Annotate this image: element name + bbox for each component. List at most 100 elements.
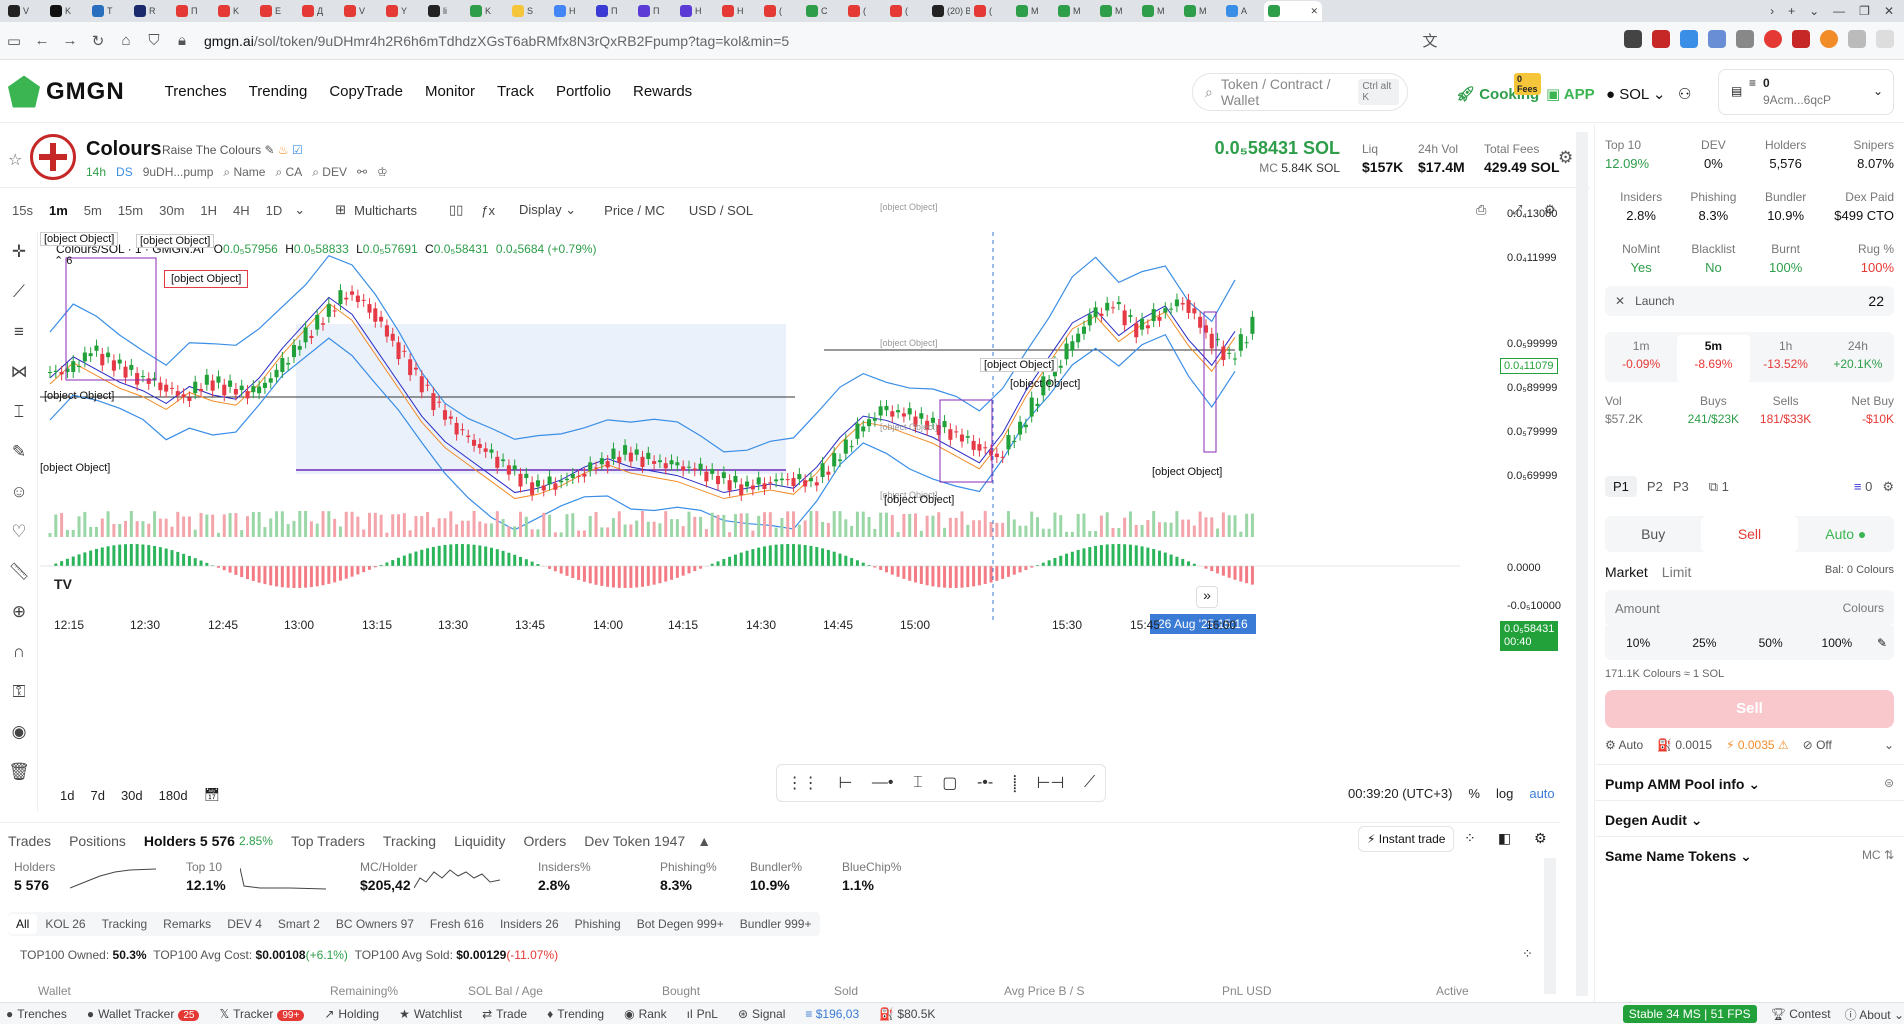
percent-toggle[interactable]: % bbox=[1468, 786, 1480, 801]
sell-button[interactable]: Sell bbox=[1605, 690, 1894, 728]
log-toggle[interactable]: log bbox=[1496, 786, 1513, 801]
holder-filter[interactable]: BC Owners 97 bbox=[328, 917, 422, 931]
extension-icon[interactable] bbox=[1792, 30, 1810, 48]
browser-tab[interactable]: K bbox=[46, 1, 88, 21]
chart-canvas[interactable] bbox=[40, 232, 1570, 792]
browser-tab[interactable]: П bbox=[634, 1, 676, 21]
reload-icon[interactable]: ↻ bbox=[84, 32, 112, 50]
status-signal[interactable]: ⊛Signal bbox=[738, 1007, 785, 1021]
extension-icon[interactable] bbox=[1680, 30, 1698, 48]
market-tab[interactable]: Market bbox=[1605, 564, 1648, 580]
multicharts-button[interactable]: Multicharts bbox=[354, 203, 417, 218]
wallet-widget[interactable]: ▤ ≡ 0 9Acm...6qcP ⌄ bbox=[1718, 69, 1894, 115]
table-column-header[interactable]: SOL Bal / Age bbox=[468, 984, 543, 998]
status-trending[interactable]: ♦Trending bbox=[547, 1007, 604, 1021]
table-column-header[interactable]: Avg Price B / S bbox=[1004, 984, 1084, 998]
vertical-line-icon[interactable]: ⸽ bbox=[1013, 772, 1017, 794]
chain-selector[interactable]: ● SOL ⌄ ⚇ bbox=[1606, 85, 1691, 103]
browser-tab[interactable]: C bbox=[802, 1, 844, 21]
table-column-header[interactable]: Sold bbox=[834, 984, 858, 998]
trend-line-icon[interactable]: ⟋ bbox=[1084, 774, 1095, 792]
drag-handle-icon[interactable]: ⋮⋮ bbox=[787, 773, 819, 793]
holder-filter[interactable]: Smart 2 bbox=[270, 917, 328, 931]
token-address[interactable]: 9uDH...pump bbox=[143, 165, 214, 180]
browser-tab[interactable]: П bbox=[172, 1, 214, 21]
browser-tab[interactable]: M bbox=[1012, 1, 1054, 21]
lock-drawing-icon[interactable]: ⚿ bbox=[0, 672, 38, 712]
timeframe-more-icon[interactable]: ⌄ bbox=[294, 202, 305, 218]
link-ca[interactable]: ⌕ CA bbox=[275, 165, 302, 180]
holder-filter[interactable]: All bbox=[8, 914, 37, 934]
url-field[interactable]: gmgn.ai/sol/token/9uDHmr4h2R6h6mTdhdzXGs… bbox=[204, 33, 789, 49]
percent-button[interactable]: 10% bbox=[1605, 626, 1671, 660]
browser-tab[interactable]: M bbox=[1054, 1, 1096, 21]
nav-track[interactable]: Track bbox=[497, 83, 534, 100]
horizontal-line-icon[interactable]: -•- bbox=[977, 774, 993, 792]
menu-icon[interactable] bbox=[1876, 30, 1894, 48]
sol-price[interactable]: ≡ $196,03 bbox=[805, 1007, 859, 1021]
gmgn-logo[interactable]: GMGN bbox=[8, 76, 125, 108]
nav-copytrade[interactable]: CopyTrade bbox=[329, 83, 403, 100]
holder-filter[interactable]: Bundler 999+ bbox=[732, 917, 820, 931]
bottom-tab[interactable]: Dev Token 1947 bbox=[584, 833, 685, 849]
trash-icon[interactable]: 🗑︎ bbox=[0, 752, 38, 792]
browser-tab[interactable]: ( bbox=[844, 1, 886, 21]
table-column-header[interactable]: Bought bbox=[662, 984, 700, 998]
crosshair-icon[interactable]: ✛ bbox=[0, 232, 38, 272]
eye-icon[interactable]: ◉ bbox=[0, 712, 38, 752]
preset-p2[interactable]: P2 bbox=[1647, 479, 1663, 494]
auto-toggle[interactable]: auto bbox=[1529, 786, 1554, 801]
home-icon[interactable]: ⌂ bbox=[112, 32, 140, 49]
degen-audit-section[interactable]: Degen Audit ⌄ bbox=[1605, 812, 1894, 829]
goto-date-icon[interactable]: 📅︎ bbox=[204, 787, 221, 803]
nav-trenches[interactable]: Trenches bbox=[165, 83, 227, 100]
extension-icon[interactable] bbox=[1820, 30, 1838, 48]
bubble-map-icon[interactable]: ⁘ bbox=[1464, 830, 1476, 847]
back-icon[interactable]: ← bbox=[28, 32, 56, 49]
browser-tab[interactable]: ( bbox=[970, 1, 1012, 21]
table-column-header[interactable]: Wallet bbox=[38, 984, 71, 998]
settings-gear-icon[interactable]: ⚙ bbox=[1558, 148, 1573, 168]
price-chart[interactable]: Colours/SOL · 1 · GMGN.AI O0.0₅57956 H0.… bbox=[40, 232, 1570, 792]
scroll-to-latest-icon[interactable]: » bbox=[1196, 586, 1218, 608]
extension-icon[interactable] bbox=[1624, 30, 1642, 48]
timeframe-1d[interactable]: 1D bbox=[258, 203, 291, 218]
indicators-collapse[interactable]: ⌃ 6 bbox=[54, 254, 72, 267]
browser-tab[interactable]: R bbox=[130, 1, 172, 21]
browser-tab[interactable]: ( bbox=[760, 1, 802, 21]
layout-icon[interactable]: ◧ bbox=[1498, 830, 1511, 847]
collapse-icon[interactable]: ▲ bbox=[697, 833, 711, 849]
camera-icon[interactable]: ⎙ bbox=[1476, 202, 1486, 218]
browser-tab[interactable]: ( bbox=[886, 1, 928, 21]
edit-percent-icon[interactable]: ✎ bbox=[1870, 626, 1894, 660]
browser-tab[interactable]: S bbox=[508, 1, 550, 21]
crown-icon[interactable]: ♔ bbox=[377, 165, 388, 180]
link-name[interactable]: ⌕ Name bbox=[223, 165, 265, 180]
launch-platform[interactable]: ✕ Launch 22 bbox=[1605, 286, 1894, 316]
holder-filter[interactable]: Remarks bbox=[155, 917, 219, 931]
browser-tab[interactable]: H bbox=[676, 1, 718, 21]
chevron-down-icon[interactable]: ⌄ bbox=[1884, 738, 1894, 752]
preset-p1[interactable]: P1 bbox=[1605, 476, 1637, 497]
holder-filter[interactable]: Tracking bbox=[94, 917, 156, 931]
close-tab-icon[interactable]: ✕ bbox=[1310, 6, 1318, 17]
display-button[interactable]: Display ⌄ bbox=[519, 202, 576, 218]
percent-button[interactable]: 50% bbox=[1738, 626, 1804, 660]
bottom-tab[interactable]: Tracking bbox=[383, 833, 436, 849]
refresh-map-icon[interactable]: ⁘ bbox=[1522, 946, 1533, 962]
browser-tab[interactable]: li bbox=[424, 1, 466, 21]
timeframe-1h[interactable]: 1H bbox=[192, 203, 225, 218]
browser-tab[interactable]: Y bbox=[382, 1, 424, 21]
extension-icon[interactable] bbox=[1652, 30, 1670, 48]
magnet-icon[interactable]: ∩ bbox=[0, 632, 38, 672]
range-30d[interactable]: 30d bbox=[121, 788, 143, 803]
candle-type-icon[interactable]: ▯▯ bbox=[449, 202, 463, 218]
measure-icon[interactable]: ⌶ bbox=[0, 392, 38, 432]
timeframe-4h[interactable]: 4H bbox=[225, 203, 258, 218]
usd-sol-toggle[interactable]: USD / SOL bbox=[689, 203, 753, 218]
holder-filter[interactable]: Bot Degen 999+ bbox=[629, 917, 732, 931]
preset-p3[interactable]: P3 bbox=[1673, 479, 1689, 494]
